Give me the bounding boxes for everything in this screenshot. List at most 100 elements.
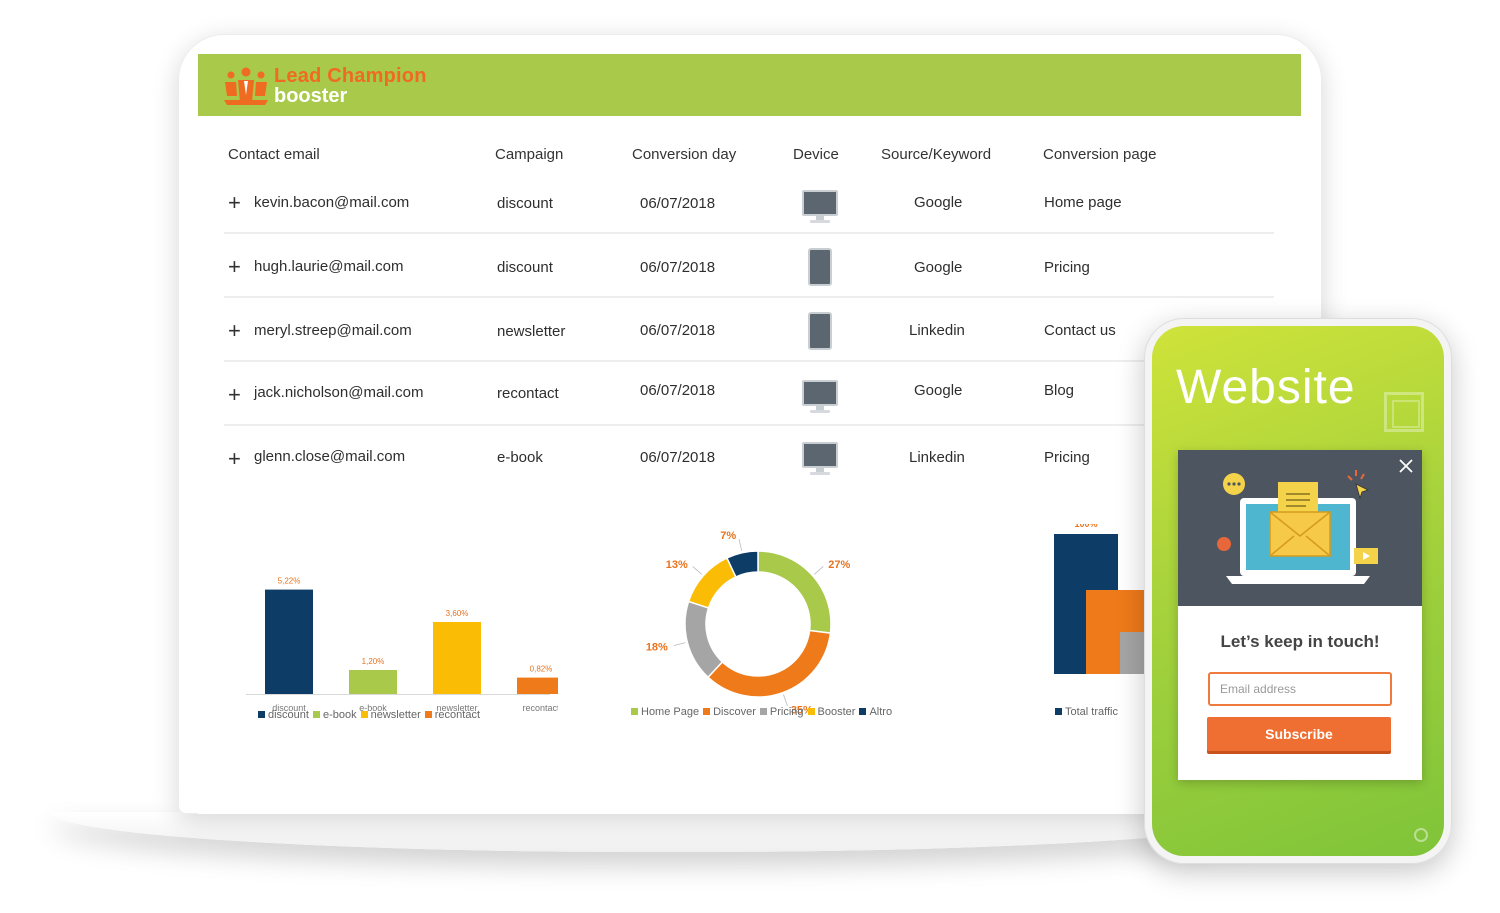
- laptop-base: [50, 812, 1290, 852]
- leader-line: [738, 539, 743, 551]
- legend-item: Home Page: [631, 706, 699, 718]
- conversion-page: Home page: [1044, 194, 1122, 211]
- legend-swatch: [312, 711, 320, 718]
- conversion-page: Pricing: [1044, 259, 1090, 276]
- donut-slice: [725, 550, 759, 578]
- data-label: 100%: [1074, 524, 1097, 529]
- legend-item: Pricing: [759, 706, 804, 718]
- source-keyword: Linkedin: [909, 449, 965, 466]
- table-row[interactable]: + kevin.bacon@mail.com discount 06/07/20…: [224, 170, 1274, 234]
- expand-row-icon[interactable]: +: [228, 382, 241, 407]
- legend-item: Total traffic: [1055, 706, 1118, 718]
- conversion-day: 06/07/2018: [640, 259, 716, 276]
- column-header-campaign[interactable]: Campaign: [495, 146, 564, 163]
- tick-label: e-book: [359, 703, 387, 713]
- tablet-icon: [808, 312, 832, 350]
- campaign: discount: [497, 195, 553, 212]
- legend-swatch: [807, 708, 815, 715]
- column-header-email[interactable]: Contact email: [228, 146, 320, 163]
- row-divider: [224, 232, 1274, 234]
- legend-item: e-book: [312, 709, 357, 721]
- bar: [265, 589, 313, 694]
- column-header-device[interactable]: Device: [793, 146, 839, 163]
- bar: [349, 670, 397, 694]
- data-label: 18%: [646, 642, 668, 654]
- source-keyword: Linkedin: [909, 322, 965, 339]
- campaign: newsletter: [497, 323, 566, 340]
- conversion-page-donut-chart: 27% 35% 18% 13% 7%: [646, 530, 851, 716]
- laptop-frame: Lead Champion booster Contact email Camp…: [178, 34, 1322, 814]
- legend-item: newsletter: [360, 709, 421, 721]
- campaign: recontact: [497, 385, 559, 402]
- crown-people-icon: [224, 67, 268, 105]
- donut-slice: [687, 556, 737, 609]
- popup-illustration: [1178, 450, 1422, 606]
- desktop-icon: [802, 442, 838, 476]
- leader-line: [673, 642, 686, 647]
- phone-screen: Website: [1152, 326, 1444, 856]
- legend-swatch: [424, 711, 432, 718]
- table-row[interactable]: + jack.nicholson@mail.com recontact 06/0…: [224, 362, 1274, 426]
- column-header-conversion-day[interactable]: Conversion day: [632, 146, 737, 163]
- traffic-chart-legend: Total traffic: [1055, 706, 1122, 718]
- data-label: 27%: [828, 559, 850, 571]
- conversion-page: Blog: [1044, 382, 1075, 399]
- row-divider: [224, 360, 1274, 362]
- legend-item: discount: [258, 709, 309, 721]
- legend-swatch: [631, 708, 638, 715]
- table-row[interactable]: + hugh.laurie@mail.com discount 06/07/20…: [224, 234, 1274, 298]
- legend-swatch: [258, 711, 265, 718]
- row-divider: [224, 424, 1274, 426]
- campaign: e-book: [497, 449, 543, 466]
- expand-row-icon[interactable]: +: [228, 254, 241, 279]
- newsletter-popup: Let’s keep in touch! Subscribe: [1178, 450, 1422, 780]
- legend-label: recontact: [434, 709, 481, 721]
- conversion-page: Contact us: [1044, 322, 1116, 339]
- legend-label: Pricing: [769, 706, 804, 718]
- legend-label: Total traffic: [1065, 706, 1118, 718]
- donut-slice: [757, 550, 832, 634]
- donut-slice: [706, 629, 832, 698]
- popup-heading: Let’s keep in touch!: [1220, 632, 1380, 651]
- column-header-conversion-page[interactable]: Conversion page: [1043, 146, 1157, 163]
- conversion-day: 06/07/2018: [640, 382, 716, 399]
- data-label: 0,82%: [530, 665, 553, 674]
- table-row[interactable]: + meryl.streep@mail.com newsletter 06/07…: [224, 298, 1274, 362]
- phone-frame: Website: [1144, 318, 1452, 864]
- campaign: discount: [497, 259, 553, 276]
- legend-label: Home Page: [641, 706, 700, 718]
- contact-email: glenn.close@mail.com: [254, 448, 406, 465]
- data-label: 1,20%: [362, 657, 385, 666]
- tick-label: recontact: [522, 703, 558, 713]
- legend-label: e-book: [322, 709, 357, 721]
- row-divider: [224, 296, 1274, 298]
- expand-row-icon[interactable]: +: [228, 446, 241, 471]
- close-icon[interactable]: [1396, 456, 1416, 476]
- legend-swatch: [859, 708, 867, 715]
- legend-item: recontact: [424, 709, 481, 721]
- conversion-page: Pricing: [1044, 449, 1090, 466]
- desktop-icon: [802, 190, 838, 224]
- expand-row-icon[interactable]: +: [228, 190, 241, 215]
- source-keyword: Google: [914, 259, 963, 276]
- legend-item: Altro: [859, 706, 892, 718]
- lead-champion-logo[interactable]: Lead Champion booster: [222, 64, 442, 108]
- legend-item: Booster: [807, 706, 855, 718]
- tick-label: discount: [272, 703, 306, 713]
- legend-item: Discover: [703, 706, 756, 718]
- column-header-source[interactable]: Source/Keyword: [881, 146, 992, 163]
- table-row[interactable]: + glenn.close@mail.com e-book 06/07/2018…: [224, 426, 1274, 490]
- contact-email: kevin.bacon@mail.com: [254, 194, 410, 211]
- data-label: 3,60%: [446, 609, 469, 618]
- expand-row-icon[interactable]: +: [228, 318, 241, 343]
- subscribe-button[interactable]: Subscribe: [1207, 717, 1391, 751]
- conversion-day: 06/07/2018: [640, 449, 716, 466]
- legend-swatch: [703, 708, 711, 715]
- bar: [433, 622, 481, 694]
- legend-swatch: [759, 708, 767, 715]
- donut-chart-legend: Home Page Discover Pricing Booster Altro: [631, 706, 896, 718]
- conversion-day: 06/07/2018: [640, 195, 716, 212]
- source-keyword: Google: [914, 382, 963, 399]
- legend-label: discount: [268, 709, 309, 721]
- email-field[interactable]: [1208, 672, 1392, 706]
